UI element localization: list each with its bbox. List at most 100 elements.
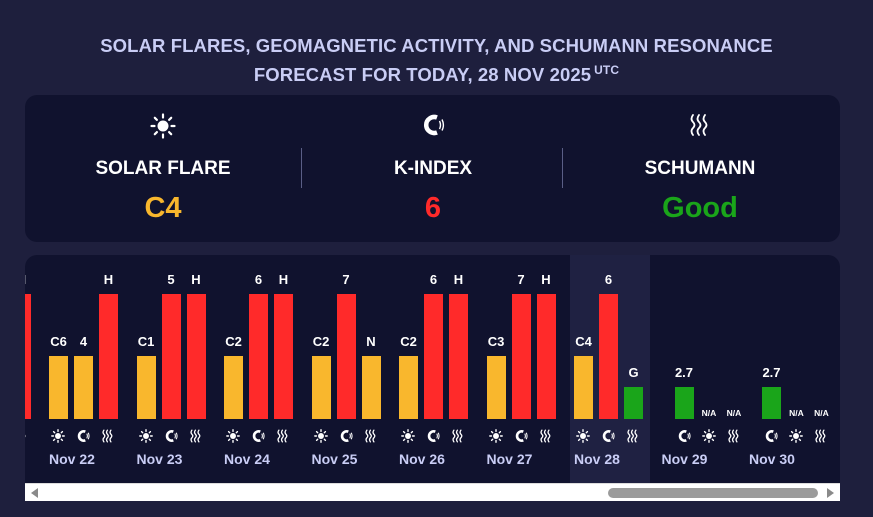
magnet-icon <box>426 429 440 443</box>
magnet-icon <box>295 113 571 137</box>
k-index-bar <box>511 294 531 419</box>
sun-icon <box>51 429 65 443</box>
waves-icon <box>276 429 290 443</box>
horizontal-scrollbar[interactable] <box>25 483 840 501</box>
k-index-bar <box>74 356 93 419</box>
schumann-bar <box>536 294 556 419</box>
waves-icon <box>25 429 28 443</box>
date-label: Nov 24 <box>224 451 270 467</box>
flare-bar <box>311 356 331 419</box>
k-index-label: 2.7 <box>762 365 781 380</box>
magnet-icon <box>514 429 528 443</box>
k-index-bar <box>424 294 443 419</box>
page-title: SOLAR FLARES, GEOMAGNETIC ACTIVITY, AND … <box>0 33 873 87</box>
waves-icon <box>451 429 465 443</box>
waves-icon <box>727 429 741 443</box>
flare-bar <box>399 356 418 419</box>
magnet-icon <box>164 429 178 443</box>
flare-label: C1 <box>137 334 155 349</box>
schumann-label: G <box>628 365 639 380</box>
title-date: FORECAST FOR TODAY, 28 NOV 2025 <box>253 64 592 85</box>
flare-bar <box>136 356 156 419</box>
partial-schumann-label: H <box>25 272 39 287</box>
flare-label: C6 <box>50 334 67 349</box>
magnet-icon <box>251 429 265 443</box>
sun-icon <box>25 113 301 139</box>
date-label: Nov 22 <box>49 451 95 467</box>
waves-icon <box>189 429 203 443</box>
summary-label: SOLAR FLARE <box>95 158 231 179</box>
k-index-bar <box>599 294 618 419</box>
k-index-label: 4 <box>79 334 88 349</box>
date-label: Nov 26 <box>399 451 445 467</box>
divider <box>562 148 563 188</box>
waves-icon <box>562 113 838 137</box>
sun-icon <box>701 429 716 443</box>
flare-label: C2 <box>225 334 242 349</box>
title-line-2: FORECAST FOR TODAY, 28 NOV 2025 UTC <box>0 58 873 87</box>
flare-bar <box>486 356 506 419</box>
date-label: Nov 27 <box>486 451 533 467</box>
sun-icon <box>789 429 803 443</box>
summary-schumann: SCHUMANN Good <box>562 95 838 242</box>
schumann-label: H <box>278 272 289 287</box>
summary-k-index: K-INDEX 6 <box>295 95 571 242</box>
flare-label: C2 <box>312 334 330 349</box>
sun-icon <box>576 429 590 443</box>
schumann-bar <box>99 294 118 419</box>
magnet-icon <box>339 429 353 443</box>
k-index-bar <box>161 294 181 419</box>
summary-panel: SOLAR FLARE C4 K-INDEX 6 SCHUMANN Good <box>25 95 840 242</box>
na-label: N/A <box>726 408 742 418</box>
na-label: N/A <box>701 408 717 418</box>
partial-schumann-bar <box>25 294 31 419</box>
schumann-bar <box>361 356 381 419</box>
sun-icon <box>401 429 415 443</box>
schumann-bar <box>274 294 293 419</box>
summary-value: C4 <box>144 192 182 224</box>
schumann-label: H <box>191 272 201 287</box>
na-label: N/A <box>814 408 829 418</box>
k-index-bar <box>674 387 694 419</box>
summary-label: SCHUMANN <box>644 158 756 179</box>
k-index-label: 2.7 <box>674 365 694 380</box>
sun-icon <box>488 429 503 443</box>
k-index-label: 7 <box>342 272 350 287</box>
title-timezone: UTC <box>594 63 620 77</box>
magnet-icon <box>677 429 691 443</box>
k-index-label: 6 <box>604 272 613 287</box>
waves-icon <box>814 429 828 443</box>
sun-icon <box>313 429 328 443</box>
k-index-bar <box>336 294 356 419</box>
scroll-right-arrow-icon[interactable] <box>827 488 834 498</box>
schumann-label: H <box>103 272 114 287</box>
summary-value: Good <box>662 192 738 224</box>
flare-label: C2 <box>400 334 417 349</box>
k-index-bar <box>762 387 781 419</box>
date-label: Nov 30 <box>749 451 795 467</box>
k-index-label: 5 <box>167 272 175 287</box>
waves-icon <box>101 429 115 443</box>
sun-icon <box>138 429 153 443</box>
divider <box>301 148 302 188</box>
schumann-bar <box>186 294 206 419</box>
scroll-thumb[interactable] <box>608 488 818 498</box>
date-label: Nov 29 <box>661 451 708 467</box>
summary-label: K-INDEX <box>393 158 473 179</box>
schumann-bar <box>449 294 468 419</box>
waves-icon <box>539 429 553 443</box>
magnet-icon <box>764 429 778 443</box>
scroll-left-arrow-icon[interactable] <box>31 488 38 498</box>
flare-bar <box>574 356 593 419</box>
date-label: Nov 25 <box>311 451 358 467</box>
schumann-label: H <box>541 272 551 287</box>
date-label: Nov 23 <box>136 451 183 467</box>
k-index-label: 7 <box>517 272 525 287</box>
flare-label: C3 <box>487 334 505 349</box>
k-index-bar <box>249 294 268 419</box>
schumann-label: H <box>453 272 464 287</box>
waves-icon <box>626 429 640 443</box>
magnet-icon <box>76 429 90 443</box>
schumann-bar <box>624 387 643 419</box>
